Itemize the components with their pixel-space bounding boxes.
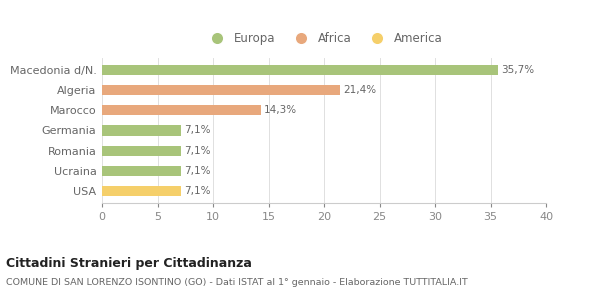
Text: 7,1%: 7,1%: [184, 166, 211, 176]
Bar: [102, 166, 181, 176]
Bar: [102, 65, 498, 75]
Bar: [102, 126, 181, 135]
Text: 21,4%: 21,4%: [343, 85, 376, 95]
Bar: [102, 186, 181, 196]
Text: 7,1%: 7,1%: [184, 126, 211, 135]
Bar: [102, 85, 340, 95]
Text: 14,3%: 14,3%: [264, 105, 297, 115]
Bar: [102, 146, 181, 156]
Text: 35,7%: 35,7%: [502, 65, 535, 75]
Text: 7,1%: 7,1%: [184, 146, 211, 156]
Legend: Europa, Africa, America: Europa, Africa, America: [205, 32, 443, 45]
Bar: [102, 105, 261, 115]
Text: Cittadini Stranieri per Cittadinanza: Cittadini Stranieri per Cittadinanza: [6, 257, 252, 270]
Text: 7,1%: 7,1%: [184, 186, 211, 196]
Text: COMUNE DI SAN LORENZO ISONTINO (GO) - Dati ISTAT al 1° gennaio - Elaborazione TU: COMUNE DI SAN LORENZO ISONTINO (GO) - Da…: [6, 278, 468, 287]
